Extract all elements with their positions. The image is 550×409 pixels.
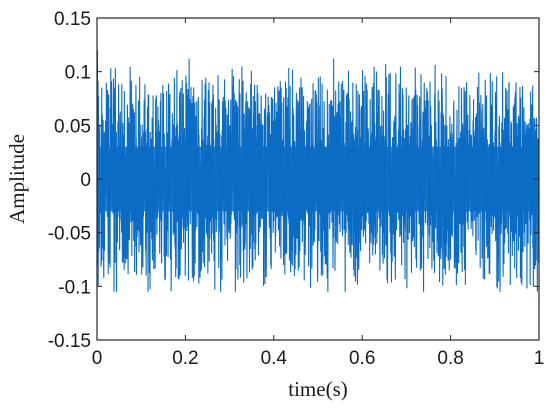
x-tick-label: 0.6 bbox=[349, 348, 375, 369]
x-tick-label: 0 bbox=[92, 348, 103, 369]
x-tick-labels: 0 0.2 0.4 0.6 0.8 1 bbox=[92, 348, 545, 369]
x-tick-label: 0.8 bbox=[437, 348, 463, 369]
x-axis-label: time(s) bbox=[288, 377, 347, 401]
y-tick-label: 0.15 bbox=[54, 9, 91, 30]
y-axis-label: Amplitude bbox=[5, 134, 29, 224]
y-tick-label: -0.15 bbox=[48, 331, 91, 352]
x-tick-label: 1 bbox=[534, 348, 545, 369]
signal-line bbox=[96, 50, 540, 292]
y-tick-labels: -0.15 -0.1 -0.05 0 0.05 0.1 0.15 bbox=[48, 9, 91, 352]
y-tick-label: 0.1 bbox=[65, 63, 91, 84]
y-tick-label: 0 bbox=[80, 170, 91, 191]
y-tick-label: -0.05 bbox=[48, 224, 91, 245]
x-tick-label: 0.4 bbox=[261, 348, 288, 369]
signal-series bbox=[96, 50, 540, 292]
y-tick-label: 0.05 bbox=[54, 116, 91, 137]
y-tick-label: -0.1 bbox=[58, 277, 91, 298]
x-tick-label: 0.2 bbox=[172, 348, 198, 369]
axis-ticks bbox=[96, 17, 540, 341]
